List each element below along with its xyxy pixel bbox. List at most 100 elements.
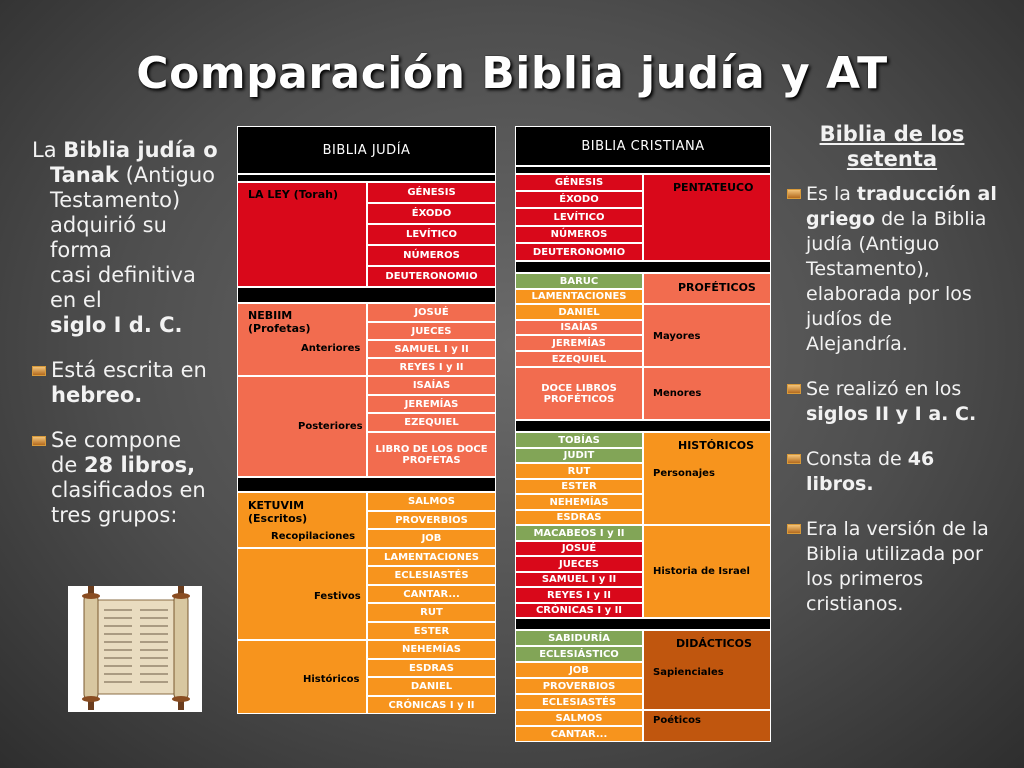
- sapienciales-book: PROVERBIOS: [515, 678, 643, 694]
- ketuvim-book: ECLESIASTÉS: [367, 566, 496, 585]
- ley-book: DEUTERONOMIO: [367, 266, 496, 287]
- historia-book: CRÓNICAS I y II: [515, 603, 643, 618]
- nebiim-book: JEREMÍAS: [367, 395, 496, 413]
- bullet-siglos: Se realizó en los siglos II y I a. C.: [787, 377, 997, 427]
- pentateuco-label: PENTATEUCO: [673, 181, 754, 194]
- ley-book: GÉNESIS: [367, 182, 496, 203]
- personajes-book: RUT: [515, 463, 643, 479]
- pentateuco-book: NÚMEROS: [515, 226, 643, 243]
- nebiim-posteriores-group: [237, 376, 367, 477]
- pentateuco-group: [643, 174, 771, 261]
- nebiim-book: JUECES: [367, 322, 496, 340]
- historia-book: MACABEOS I y II: [515, 525, 643, 541]
- ketuvim-historicos-group: [237, 640, 367, 714]
- ketuvim-festivos-group: [237, 548, 367, 640]
- sapienciales-book: ECLESIASTÉS: [515, 694, 643, 710]
- ley-book: LEVÍTICO: [367, 224, 496, 245]
- personajes-book: ESTER: [515, 479, 643, 494]
- ketuvim-book: ESTER: [367, 622, 496, 640]
- slide-title: Comparación Biblia judía y AT: [136, 48, 888, 99]
- ley-book: ÉXODO: [367, 203, 496, 224]
- historicos-label: Históricos: [303, 674, 360, 685]
- ley-label: LA LEY (Torah): [248, 188, 339, 201]
- nebiim-book: EZEQUIEL: [367, 413, 496, 432]
- sapienciales-book: SABIDURÍA: [515, 630, 643, 646]
- left-text-block: La Biblia judía o Tanak (Antiguo Testame…: [32, 138, 242, 548]
- nebiim-book: JOSUÉ: [367, 303, 496, 322]
- section-spacer: [515, 618, 771, 630]
- anteriores-label: Anteriores: [301, 343, 361, 354]
- bullet-icon: [787, 384, 801, 394]
- mayores-book: LAMENTACIONES: [515, 289, 643, 304]
- poeticos-book: CANTAR...: [515, 726, 643, 742]
- poeticos-group: [643, 710, 771, 742]
- personajes-book: NEHEMÍAS: [515, 494, 643, 510]
- poeticos-label: Poéticos: [653, 715, 701, 726]
- ketuvim-book: PROVERBIOS: [367, 511, 496, 529]
- nebiim-book: REYES I y II: [367, 358, 496, 376]
- nebiim-book: ISAÍAS: [367, 376, 496, 395]
- bullet-46-libros: Consta de 46 libros.: [787, 447, 997, 497]
- menores-label: Menores: [653, 388, 702, 399]
- menores-book: DOCE LIBROS PROFÉTICOS: [515, 367, 643, 420]
- bullet-traduccion: Es la traducción al griego de la Biblia …: [787, 182, 997, 357]
- personajes-book: ESDRAS: [515, 510, 643, 525]
- sapienciales-label: Sapienciales: [653, 667, 724, 678]
- poeticos-book: SALMOS: [515, 710, 643, 726]
- section-spacer: [237, 287, 496, 303]
- bullet-icon: [787, 454, 801, 464]
- ketuvim-book: CANTAR...: [367, 585, 496, 603]
- ketuvim-label: KETUVIM (Escritos): [248, 499, 308, 525]
- sapienciales-group: [643, 630, 771, 710]
- historia-israel-label: Historia de Israel: [653, 566, 750, 577]
- header-spacer: [515, 166, 771, 174]
- nebiim-label: NEBIIM (Profetas): [248, 309, 311, 335]
- ley-group: [237, 182, 367, 287]
- sapienciales-book: JOB: [515, 662, 643, 678]
- section-spacer: [237, 477, 496, 492]
- pentateuco-book: LEVÍTICO: [515, 208, 643, 226]
- bullet-icon: [787, 524, 801, 534]
- biblia-judia-header: BIBLIA JUDÍA: [237, 126, 496, 174]
- bullet-primeros-cristianos: Era la versión de la Biblia utilizada po…: [787, 517, 997, 617]
- ketuvim-book: JOB: [367, 529, 496, 548]
- section-spacer: [515, 420, 771, 432]
- ketuvim-recopilaciones-group: [237, 492, 367, 548]
- ketuvim-book: CRÓNICAS I y II: [367, 696, 496, 714]
- historia-book: REYES I y II: [515, 587, 643, 603]
- recopilaciones-label: Recopilaciones: [271, 531, 356, 542]
- mayores-book: JEREMÍAS: [515, 335, 643, 351]
- bullet-icon: [787, 189, 801, 199]
- ketuvim-book: RUT: [367, 603, 496, 622]
- bullet-28-libros: Se compone de 28 libros, clasificados en tr…: [32, 428, 242, 528]
- torah-scroll-icon: [68, 586, 202, 712]
- setenta-heading: Biblia de los setenta: [819, 122, 965, 171]
- historicos-label: HISTÓRICOS: [678, 439, 754, 452]
- mayores-book: ISAÍAS: [515, 320, 643, 335]
- pentateuco-book: ÉXODO: [515, 191, 643, 208]
- ketuvim-book: LAMENTACIONES: [367, 548, 496, 566]
- ketuvim-book: ESDRAS: [367, 659, 496, 677]
- ketuvim-book: NEHEMÍAS: [367, 640, 496, 659]
- historia-book: JOSUÉ: [515, 541, 643, 556]
- mayores-group: [643, 304, 771, 367]
- profeticos-header-cell: [643, 273, 771, 304]
- bullet-hebreo: Está escrita en hebreo.: [32, 358, 242, 408]
- bullet-icon: [32, 436, 46, 446]
- didacticos-label: DIDÁCTICOS: [676, 637, 752, 650]
- bullet-icon: [32, 366, 46, 376]
- ley-book: NÚMEROS: [367, 245, 496, 266]
- right-text-block: Biblia de los setenta Es la traducción al…: [787, 122, 997, 637]
- menores-group: [643, 367, 771, 420]
- mayores-book: EZEQUIEL: [515, 351, 643, 367]
- biblia-cristiana-header: BIBLIA CRISTIANA: [515, 126, 771, 166]
- historia-israel-group: [643, 525, 771, 618]
- ketuvim-book: SALMOS: [367, 492, 496, 511]
- posteriores-label: Posteriores: [298, 421, 363, 432]
- mayores-label: Mayores: [653, 331, 701, 342]
- festivos-label: Festivos: [314, 591, 361, 602]
- torah-scroll-image: [68, 586, 202, 712]
- nebiim-book: SAMUEL I y II: [367, 340, 496, 358]
- pentateuco-book: DEUTERONOMIO: [515, 243, 643, 261]
- mayores-book: DANIEL: [515, 304, 643, 320]
